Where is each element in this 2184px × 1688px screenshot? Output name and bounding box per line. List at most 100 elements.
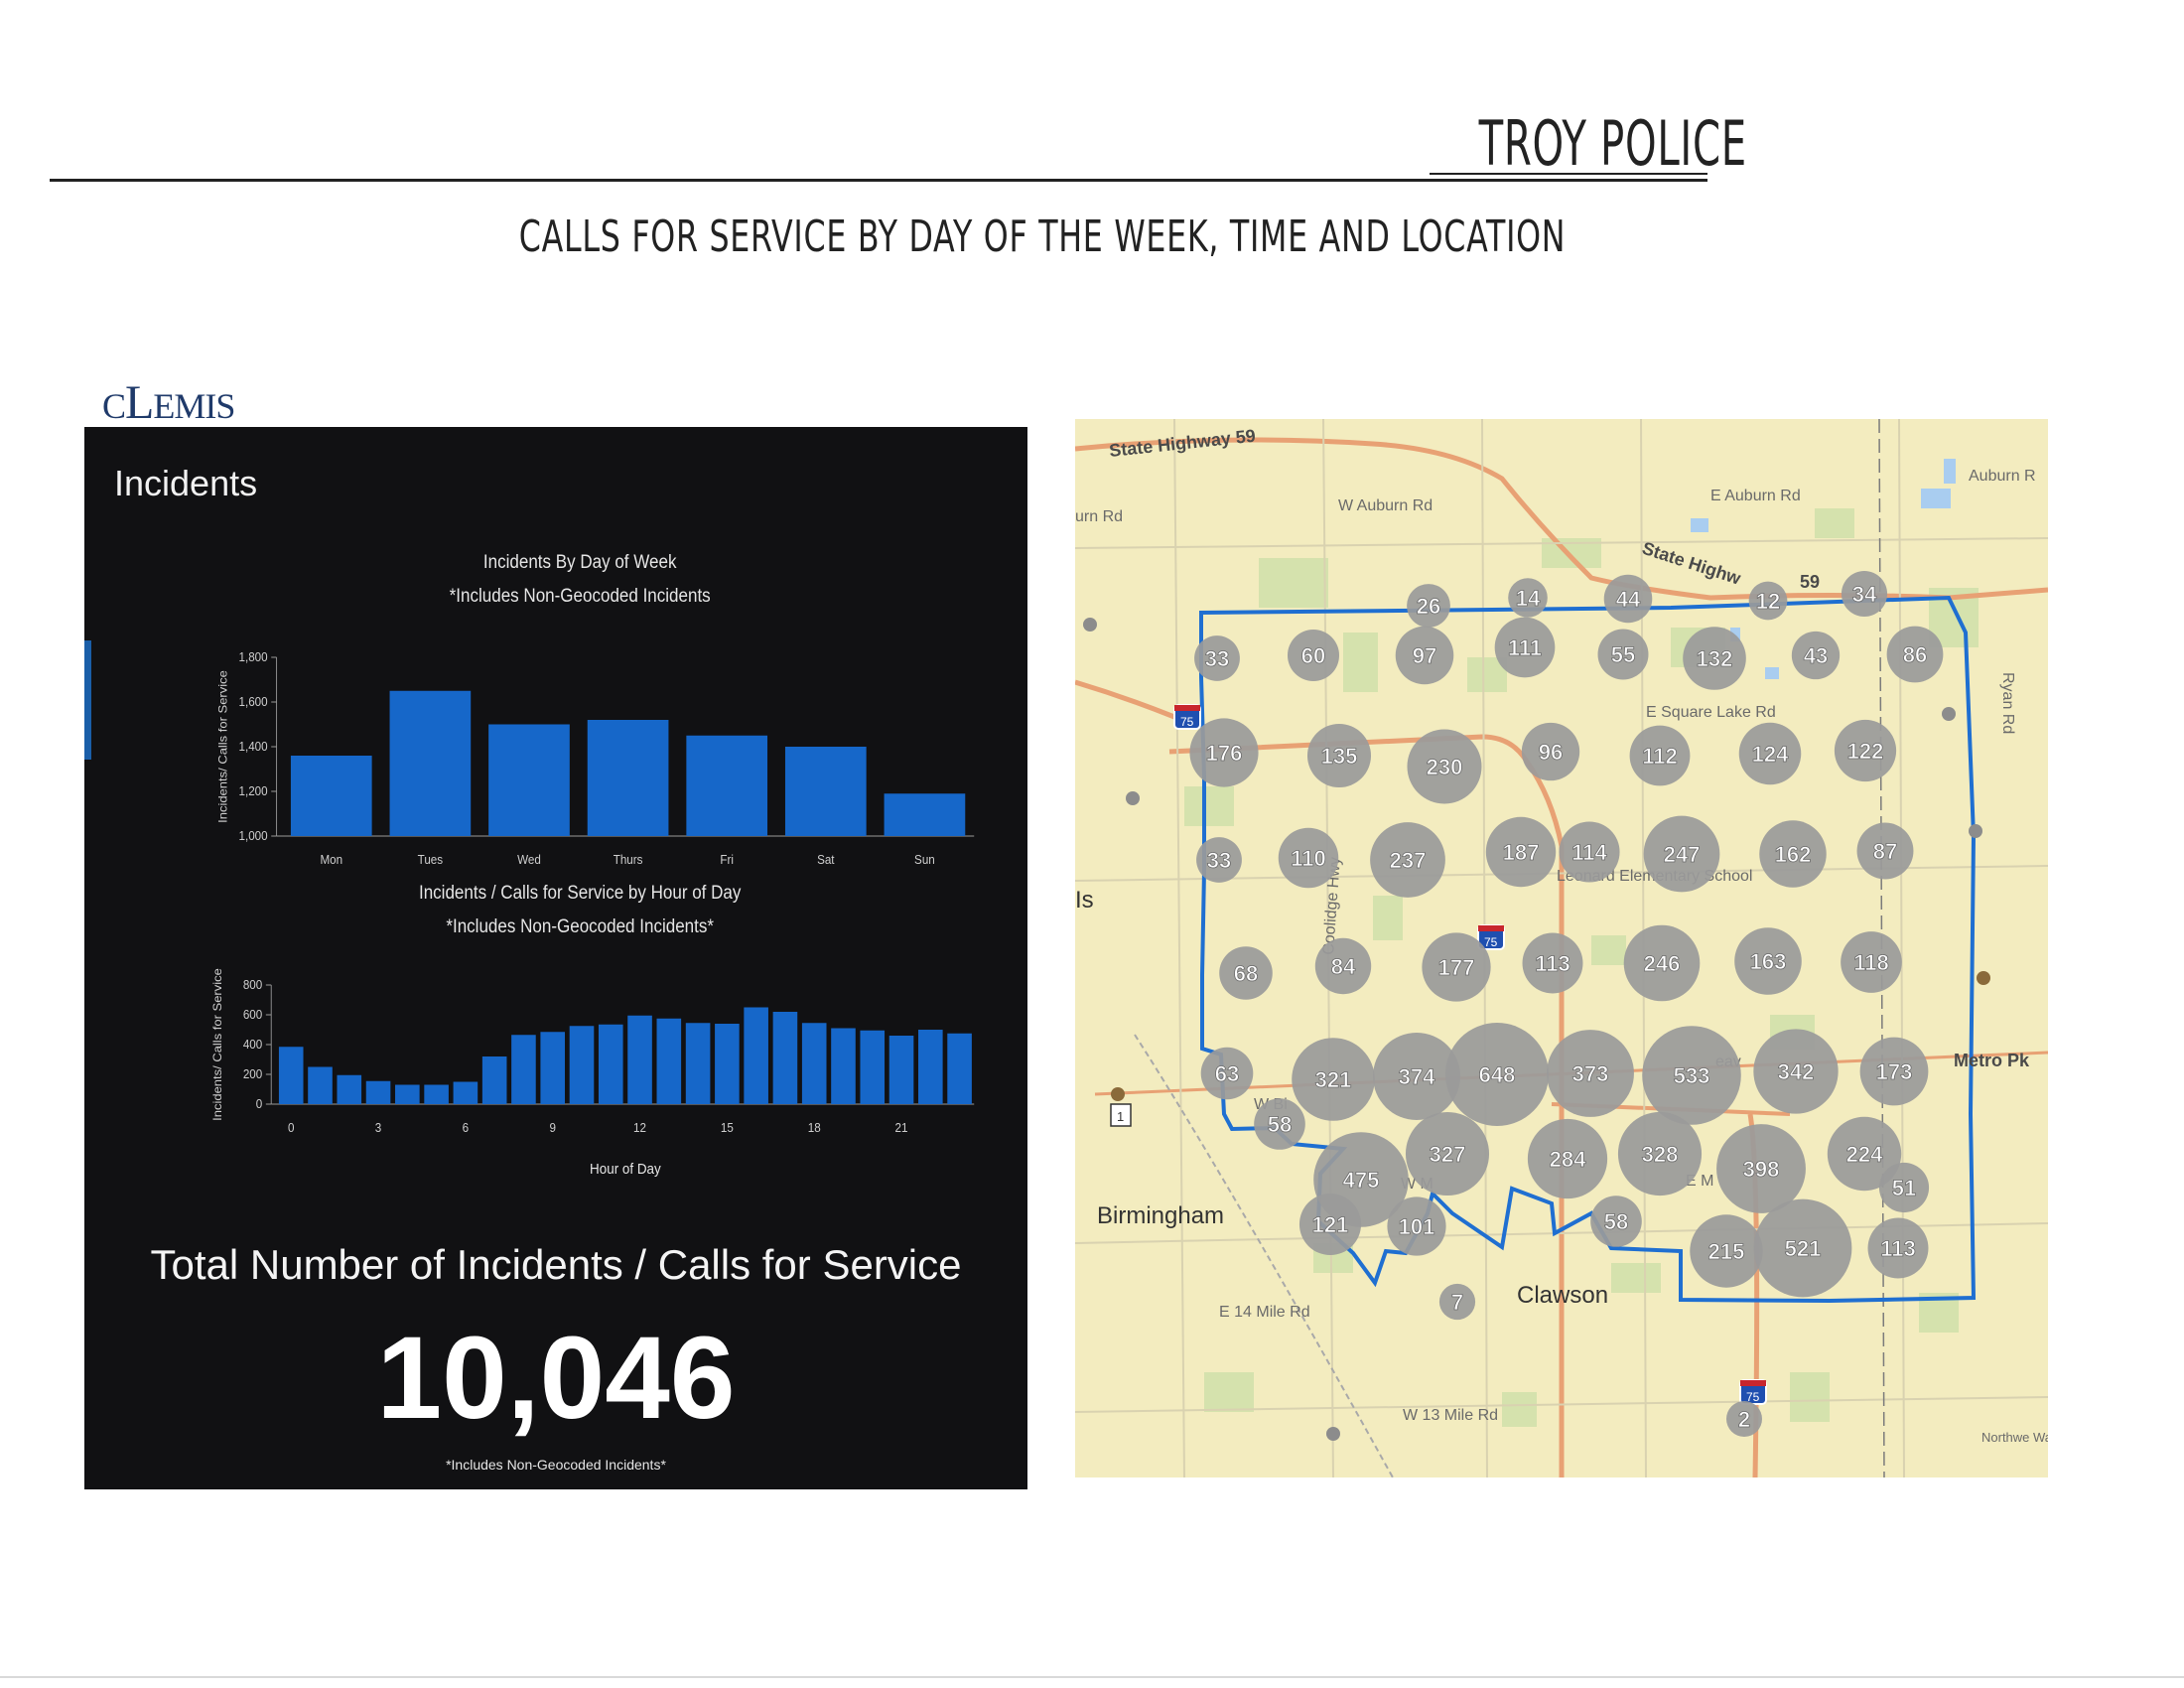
cluster-marker[interactable] bbox=[1298, 1193, 1362, 1256]
cluster-marker[interactable] bbox=[1292, 1038, 1375, 1121]
cluster-marker[interactable] bbox=[1522, 932, 1583, 994]
cluster-marker[interactable] bbox=[1521, 722, 1580, 781]
cluster-marker[interactable] bbox=[1219, 946, 1273, 1000]
cluster-marker[interactable] bbox=[1643, 815, 1720, 893]
cluster-marker[interactable] bbox=[1878, 1162, 1930, 1213]
hour-chart-bar[interactable] bbox=[715, 1024, 740, 1104]
cluster-marker[interactable] bbox=[1387, 1196, 1446, 1256]
cluster-marker[interactable] bbox=[1194, 635, 1240, 681]
cluster-marker[interactable] bbox=[1422, 932, 1491, 1002]
hour-chart-bar[interactable] bbox=[569, 1026, 595, 1104]
cluster-marker[interactable] bbox=[1405, 1111, 1490, 1196]
cluster-marker[interactable] bbox=[1867, 1217, 1929, 1279]
hour-chart-bar[interactable] bbox=[744, 1007, 768, 1105]
cluster-marker[interactable] bbox=[1617, 1111, 1703, 1196]
cluster-marker[interactable] bbox=[1886, 626, 1944, 683]
hour-chart-bar[interactable] bbox=[656, 1018, 682, 1104]
cluster-marker[interactable] bbox=[1753, 1029, 1839, 1114]
cluster-marker[interactable] bbox=[1791, 631, 1841, 680]
hour-chart-bar[interactable] bbox=[888, 1036, 914, 1104]
incident-map[interactable]: State Highway 59 W Auburn Rd E Auburn Rd… bbox=[1075, 419, 2048, 1477]
cluster-marker[interactable] bbox=[1603, 574, 1653, 624]
cluster-marker[interactable] bbox=[1623, 924, 1701, 1002]
hour-chart-bar[interactable] bbox=[860, 1030, 886, 1104]
hour-chart-bar[interactable] bbox=[627, 1015, 652, 1104]
cluster-marker[interactable] bbox=[1859, 1037, 1929, 1106]
cluster-marker[interactable] bbox=[1597, 629, 1649, 680]
day-chart-bar[interactable] bbox=[784, 747, 867, 836]
hour-chart-bar[interactable] bbox=[308, 1066, 333, 1105]
cluster-marker[interactable] bbox=[1508, 578, 1548, 618]
day-chart-bar[interactable] bbox=[488, 724, 570, 837]
cluster-marker[interactable] bbox=[1590, 1196, 1642, 1247]
hour-chart-xtick-label: 3 bbox=[375, 1120, 382, 1135]
cluster-marker[interactable] bbox=[1753, 1198, 1852, 1298]
cluster-marker[interactable] bbox=[1395, 626, 1454, 685]
cluster-marker[interactable] bbox=[1407, 729, 1482, 804]
cluster-marker[interactable] bbox=[1370, 822, 1445, 898]
cluster-marker[interactable] bbox=[1734, 927, 1802, 995]
hour-chart-bar[interactable] bbox=[801, 1023, 827, 1104]
day-chart-bar[interactable] bbox=[389, 690, 472, 836]
hour-chart-bar[interactable] bbox=[918, 1030, 943, 1104]
cluster-marker[interactable] bbox=[1629, 725, 1691, 786]
cluster-marker[interactable] bbox=[1200, 1047, 1254, 1100]
day-chart-bar[interactable] bbox=[686, 735, 768, 836]
hour-chart-bar[interactable] bbox=[685, 1023, 711, 1104]
cluster-marker[interactable] bbox=[1189, 718, 1259, 787]
hour-chart-bar[interactable] bbox=[947, 1033, 972, 1104]
road-label-auburn-east: Auburn R bbox=[1969, 468, 2036, 485]
cluster-marker[interactable] bbox=[1716, 1124, 1806, 1213]
cluster-marker[interactable] bbox=[1314, 937, 1372, 995]
hour-chart-bar[interactable] bbox=[598, 1024, 623, 1104]
day-chart-ylabel: Incidents/ Calls for Service bbox=[216, 670, 229, 823]
cluster-marker[interactable] bbox=[1445, 1023, 1549, 1126]
cluster-marker[interactable] bbox=[1759, 820, 1827, 888]
cluster-marker[interactable] bbox=[1683, 627, 1746, 690]
road-label-w-auburn: W Auburn Rd bbox=[1338, 497, 1433, 514]
cluster-marker[interactable] bbox=[1254, 1098, 1305, 1150]
cluster-marker[interactable] bbox=[1306, 723, 1372, 788]
hour-chart-bar[interactable] bbox=[365, 1080, 391, 1104]
cluster-marker[interactable] bbox=[1690, 1214, 1763, 1288]
hour-chart-bar[interactable] bbox=[395, 1084, 420, 1105]
day-chart-bar[interactable] bbox=[290, 756, 372, 836]
cluster-marker[interactable] bbox=[1827, 1116, 1902, 1192]
hour-chart-bar[interactable] bbox=[337, 1074, 362, 1104]
cluster-marker[interactable] bbox=[1726, 1401, 1762, 1437]
cluster-marker[interactable] bbox=[1373, 1033, 1460, 1120]
day-chart-bar[interactable] bbox=[587, 720, 669, 836]
page-bottom-rule bbox=[0, 1676, 2184, 1678]
cluster-marker[interactable] bbox=[1547, 1030, 1634, 1117]
hour-chart-bar[interactable] bbox=[511, 1035, 536, 1104]
cluster-marker[interactable] bbox=[1278, 827, 1339, 889]
cluster-marker[interactable] bbox=[1738, 722, 1802, 785]
cluster-marker[interactable] bbox=[1834, 719, 1897, 782]
cluster-marker[interactable] bbox=[1196, 837, 1242, 883]
cluster-marker[interactable] bbox=[1485, 816, 1557, 888]
hour-chart-bar[interactable] bbox=[481, 1056, 507, 1104]
cluster-marker[interactable] bbox=[1287, 629, 1340, 682]
incident-clusters[interactable]: 26 14 44 12 34 33 60 97 111 55 132 43 86 176 135 230 96 1… bbox=[1189, 570, 1944, 1437]
cluster-marker[interactable] bbox=[1748, 581, 1788, 621]
hour-chart-bar[interactable] bbox=[772, 1012, 798, 1104]
map-canvas[interactable]: State Highway 59 W Auburn Rd E Auburn Rd… bbox=[1075, 419, 2048, 1477]
hour-chart-bar[interactable] bbox=[453, 1081, 478, 1105]
cluster-marker[interactable] bbox=[1841, 931, 1902, 993]
cluster-marker[interactable] bbox=[1841, 570, 1888, 618]
day-chart-xtick-label: Mon bbox=[320, 852, 342, 867]
cluster-marker[interactable] bbox=[1856, 822, 1914, 880]
cluster-marker[interactable] bbox=[1438, 1283, 1476, 1321]
hour-chart-bar[interactable] bbox=[424, 1084, 449, 1105]
cluster-marker[interactable] bbox=[1407, 584, 1450, 628]
hour-chart-bar[interactable] bbox=[831, 1028, 856, 1105]
cluster-marker[interactable] bbox=[1494, 617, 1556, 678]
hour-chart-bar[interactable] bbox=[540, 1032, 566, 1104]
cluster-marker[interactable] bbox=[1527, 1118, 1608, 1199]
road-label-metro-pkwy: Metro Pk bbox=[1954, 1051, 2030, 1070]
hour-chart-bar[interactable] bbox=[278, 1047, 304, 1104]
cluster-marker[interactable] bbox=[1559, 821, 1620, 883]
cluster-count: 111 bbox=[1508, 635, 1542, 660]
day-chart-bar[interactable] bbox=[884, 793, 966, 836]
cluster-marker[interactable] bbox=[1642, 1026, 1741, 1125]
